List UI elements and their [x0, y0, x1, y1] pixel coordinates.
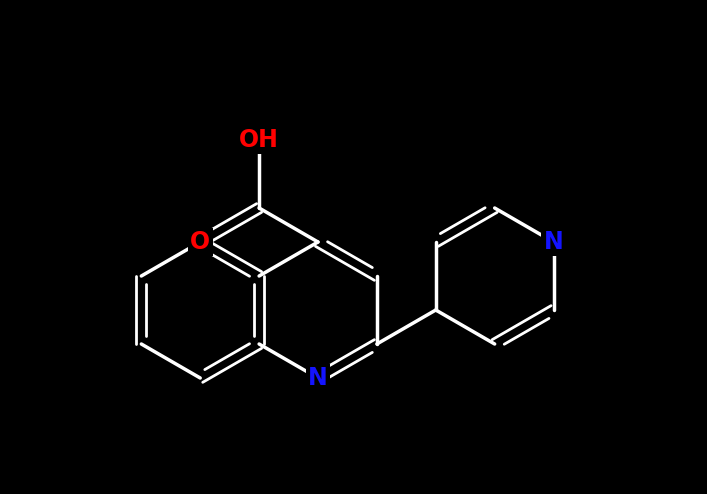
Text: N: N: [544, 230, 563, 254]
Text: N: N: [308, 366, 328, 390]
Text: OH: OH: [239, 128, 279, 152]
Text: O: O: [190, 230, 210, 254]
